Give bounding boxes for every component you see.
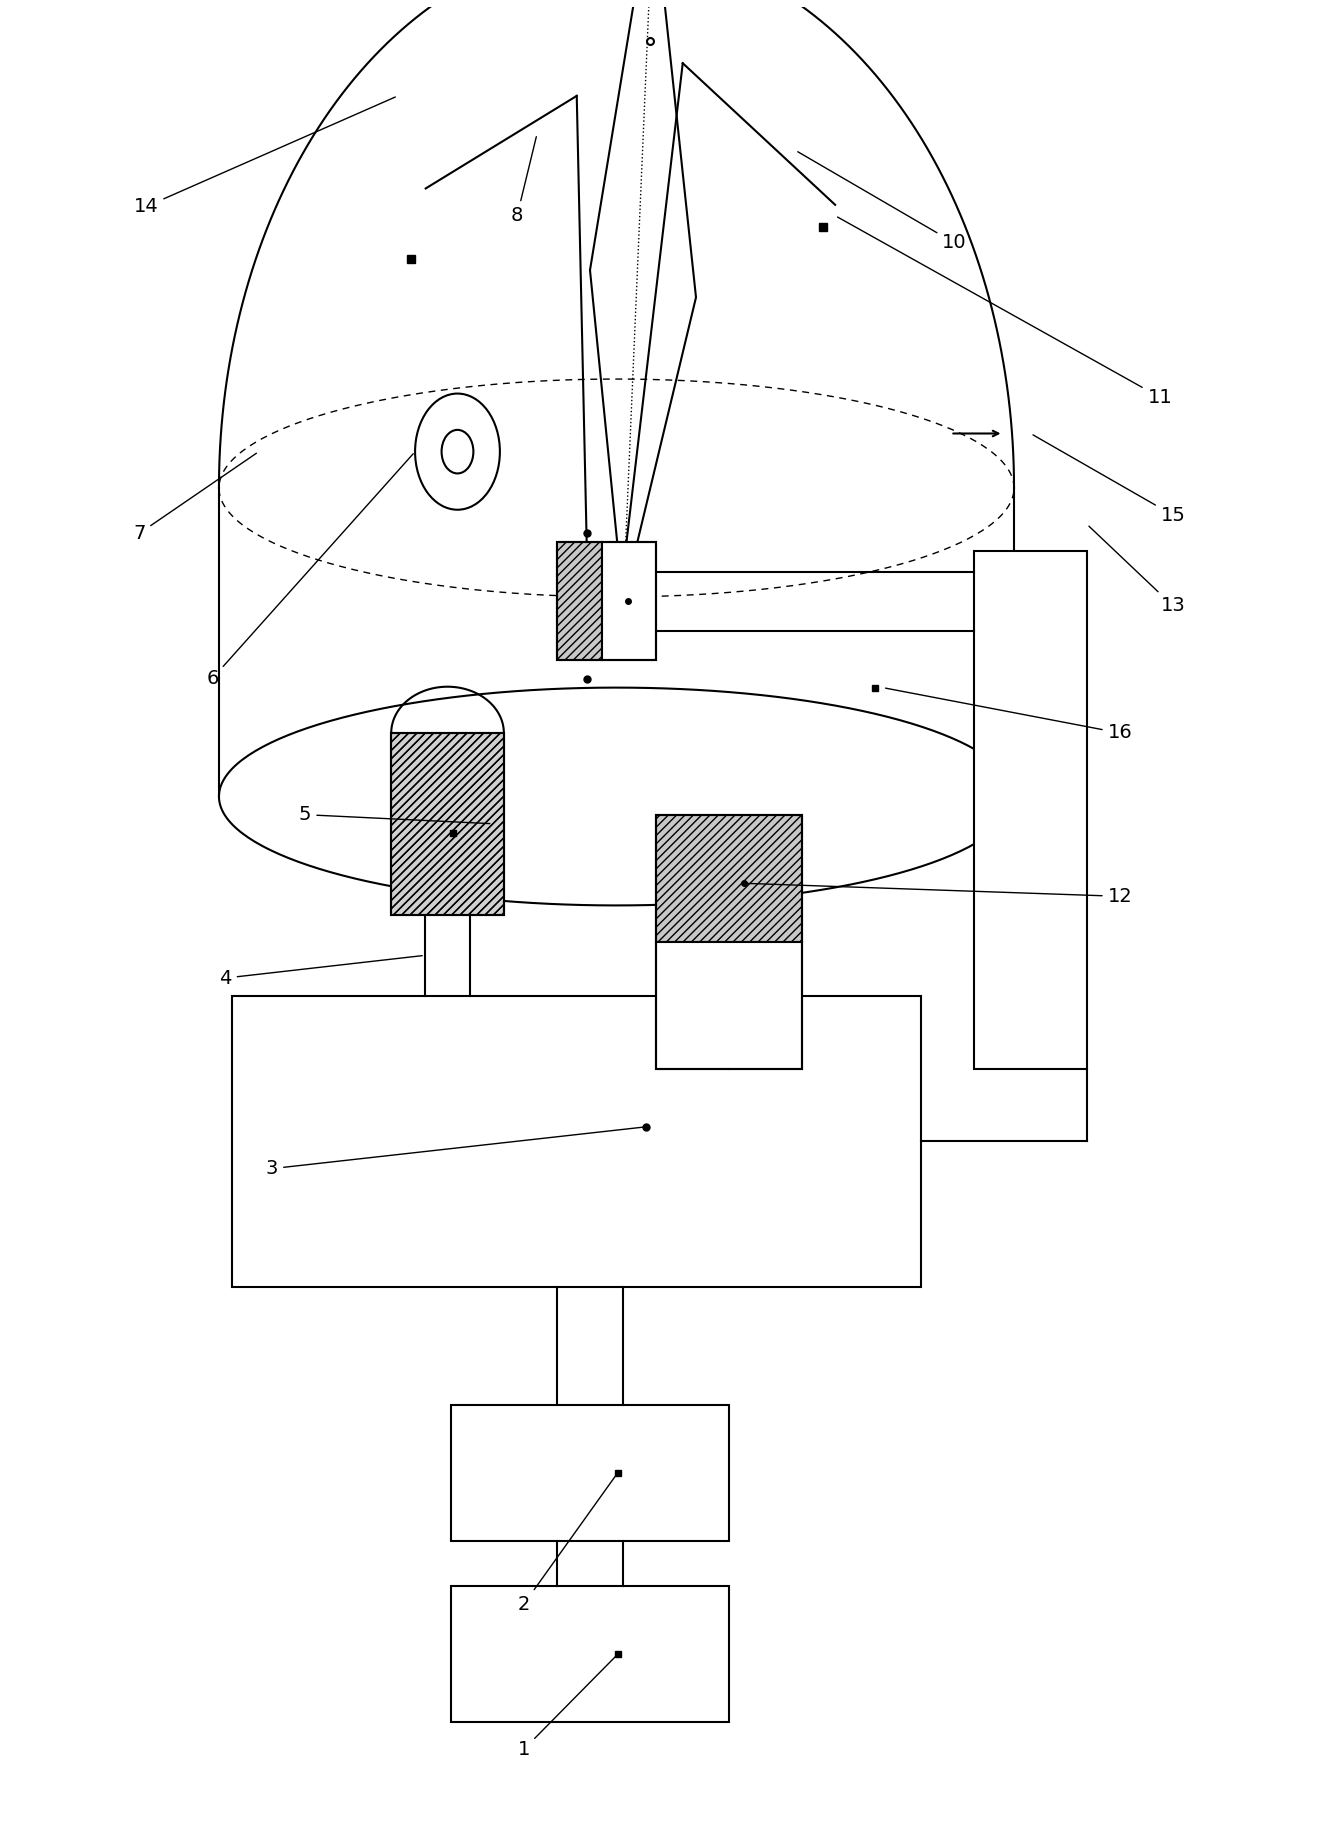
Bar <box>391 733 503 914</box>
Text: 11: 11 <box>838 218 1172 406</box>
Text: 2: 2 <box>518 1474 616 1613</box>
Text: 3: 3 <box>265 1127 643 1178</box>
Text: 5: 5 <box>299 805 490 825</box>
Bar <box>975 552 1087 1068</box>
Text: 1: 1 <box>518 1655 616 1759</box>
Bar <box>557 543 601 660</box>
Bar <box>601 543 656 660</box>
Text: 14: 14 <box>134 97 395 216</box>
Bar <box>451 1586 730 1723</box>
Text: 12: 12 <box>746 883 1133 905</box>
Text: 4: 4 <box>220 957 422 988</box>
Text: 10: 10 <box>798 152 967 252</box>
Text: 13: 13 <box>1089 527 1185 615</box>
Bar <box>656 942 802 1068</box>
Text: 8: 8 <box>511 137 537 225</box>
Bar <box>656 814 802 942</box>
Bar <box>391 733 503 914</box>
Text: 16: 16 <box>885 688 1133 743</box>
Bar <box>557 543 656 660</box>
Text: 6: 6 <box>206 454 414 688</box>
Circle shape <box>442 430 474 474</box>
Bar <box>391 733 503 914</box>
Bar <box>232 997 921 1286</box>
Circle shape <box>415 393 499 510</box>
Text: 7: 7 <box>134 454 257 543</box>
Text: 15: 15 <box>1032 435 1185 525</box>
Bar <box>451 1405 730 1540</box>
Bar <box>656 814 802 1068</box>
